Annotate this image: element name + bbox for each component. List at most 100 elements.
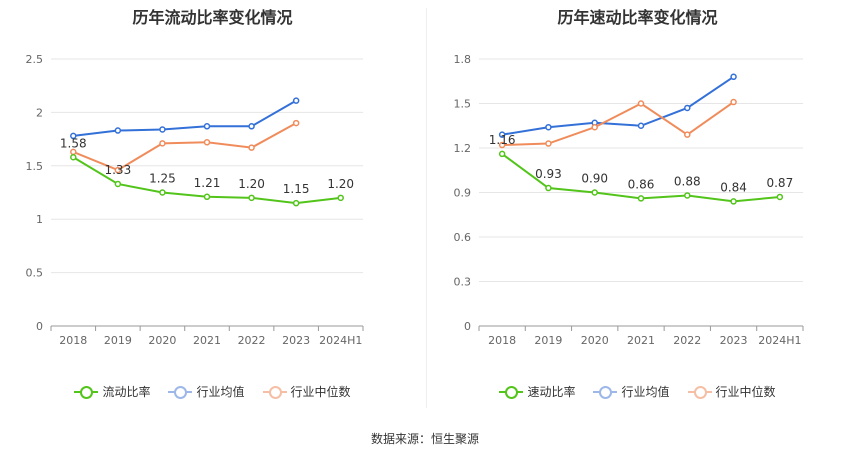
legend-item-median[interactable]: 行业中位数 [262,383,351,400]
data-point-main [684,192,691,199]
x-tick-label: 2024H1 [758,334,801,347]
x-tick-label: 2020 [581,334,609,347]
legend-swatch-icon [687,385,712,399]
data-point-avg [159,126,166,133]
y-tick-label: 0.5 [26,267,44,280]
legend-item-main[interactable]: 流动比率 [74,383,150,400]
data-label: 0.90 [581,172,608,186]
y-tick-label: 0 [36,320,43,333]
data-point-main [114,180,122,188]
x-tick-label: 2018 [59,334,87,347]
series-line-median [72,122,297,172]
data-point-median [159,140,166,147]
legend-swatch-icon [262,385,287,399]
legend-label: 速动比率 [527,385,576,399]
data-point-avg [292,97,300,104]
data-label: 1.20 [238,177,265,191]
legend-item-avg[interactable]: 行业均值 [168,383,245,400]
x-tick-label: 2019 [534,334,562,347]
data-label: 1.21 [194,176,221,190]
legend-swatch-icon [74,385,99,399]
y-tick-label: 0 [464,320,471,333]
legend-label: 行业均值 [621,385,670,399]
x-tick-label: 2021 [627,334,655,347]
data-label: 1.15 [283,182,310,196]
data-label: 0.84 [720,180,747,194]
data-point-main [545,184,552,192]
data-label: 0.88 [674,174,701,188]
series-line-median [502,101,735,147]
x-tick-label: 2024H1 [319,334,362,347]
current-ratio-chart: 历年流动比率变化情况 0 0.5 1 1.5 2 2.5 2018 2019 2020 2021 2… [0,0,425,420]
data-point-main [159,189,166,196]
chart-legend: 流动比率 行业均值 行业中位数 [0,383,425,400]
data-point-avg [545,123,552,131]
data-point-avg [70,132,77,140]
legend-item-main[interactable]: 速动比率 [499,383,575,400]
y-tick-label: 0.3 [454,276,472,289]
data-point-main [292,199,300,207]
data-point-main [730,198,737,205]
y-tick-label: 1.8 [454,53,472,66]
data-point-median [591,123,598,131]
data-point-avg [114,127,122,134]
legend-item-median[interactable]: 行业中位数 [687,383,776,400]
y-tick-label: 2.5 [26,53,44,66]
quick-ratio-chart: 历年速动比率变化情况 0 0.3 0.6 0.9 1.2 1.5 1.8 2018 2019 20… [425,0,850,420]
data-point-avg [637,122,645,129]
chart-legend: 速动比率 行业均值 行业中位数 [425,383,850,400]
data-point-main [70,154,77,161]
x-tick-label: 2021 [193,334,221,347]
data-label: 1.25 [149,172,176,186]
data-label: 1.33 [104,163,131,177]
x-tick-label: 2022 [673,334,701,347]
x-tick-label: 2023 [282,334,310,347]
x-tick-label: 2018 [488,334,516,347]
legend-swatch-icon [168,385,193,399]
x-tick-label: 2023 [720,334,748,347]
data-source-note: 数据来源：恒生聚源 [370,432,479,446]
data-point-avg [248,123,255,130]
x-tick-label: 2022 [238,334,266,347]
quick-ratio-plot: 0 0.3 0.6 0.9 1.2 1.5 1.8 2018 2019 2020 2021 2022 2… [454,53,804,347]
data-point-median [203,139,211,146]
y-tick-label: 0.9 [454,187,472,200]
data-point-median [684,131,691,138]
data-point-avg [203,123,211,130]
data-label: 1.58 [60,136,87,150]
data-point-median [248,144,255,151]
data-point-main [776,193,784,201]
y-tick-label: 1 [36,213,43,226]
legend-label: 流动比率 [102,385,151,399]
data-point-main [337,194,344,202]
data-point-median [498,141,506,149]
panel-divider [426,8,427,408]
data-point-median [637,100,645,107]
data-point-avg [730,73,737,81]
data-label: 1.20 [327,177,354,191]
current-ratio-plot: 0 0.5 1 1.5 2 2.5 2018 2019 2020 2021 2022 2023 2024… [26,53,364,347]
data-point-main [498,150,506,158]
data-point-median [545,140,552,147]
data-point-median [730,98,737,106]
legend-label: 行业中位数 [715,385,776,399]
y-tick-label: 0.6 [454,231,472,244]
data-point-avg [684,104,691,112]
data-point-main [637,195,645,202]
series-line-avg [73,99,297,137]
series-line-avg [501,75,735,136]
data-point-avg [498,131,506,138]
data-label: 0.86 [628,177,655,191]
data-point-main [203,193,211,201]
chart-title: 历年速动比率变化情况 [557,8,718,27]
y-tick-label: 1.5 [26,160,44,173]
data-point-main [591,189,598,196]
y-tick-label: 2 [36,106,43,119]
y-tick-label: 1.5 [454,98,472,111]
legend-swatch-icon [499,385,524,399]
data-point-median [292,119,300,127]
data-label: 0.87 [766,176,793,190]
legend-item-avg[interactable]: 行业均值 [593,383,670,400]
legend-label: 行业中位数 [290,385,351,399]
x-tick-label: 2020 [148,334,176,347]
